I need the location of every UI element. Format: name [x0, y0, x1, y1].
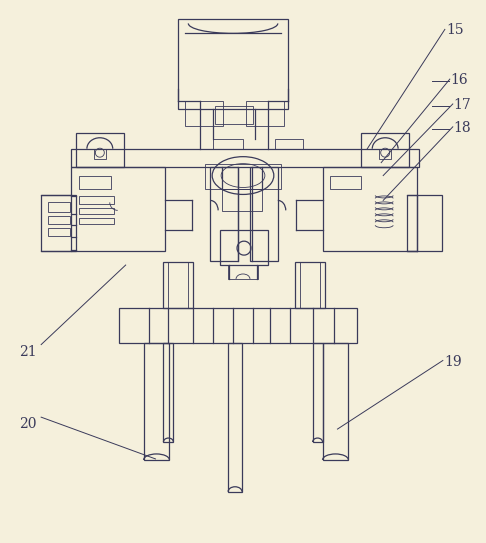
Bar [379, 149, 391, 159]
Bar [143, 343, 170, 460]
Text: 20: 20 [19, 417, 37, 431]
Bar [228, 343, 242, 492]
Bar [205, 163, 281, 190]
Bar [169, 262, 188, 308]
Bar [48, 203, 70, 212]
Bar [213, 139, 243, 149]
Bar [312, 343, 323, 442]
Bar [48, 216, 70, 224]
Bar [178, 20, 288, 109]
Text: 15: 15 [446, 23, 464, 37]
Bar [79, 197, 114, 204]
Bar [323, 343, 348, 460]
Bar [215, 106, 253, 124]
Bar [275, 139, 303, 149]
Bar [76, 133, 123, 167]
Bar [79, 218, 114, 224]
Bar [300, 262, 320, 308]
Bar [220, 230, 268, 265]
Bar [163, 262, 193, 308]
Text: 21: 21 [19, 345, 37, 358]
Bar [163, 343, 174, 442]
Bar [295, 262, 325, 308]
Bar [94, 149, 106, 159]
Text: 17: 17 [454, 98, 471, 112]
Bar [41, 195, 76, 251]
Bar [407, 195, 442, 251]
Bar [228, 265, 258, 279]
Bar [185, 101, 223, 126]
Bar [323, 167, 417, 251]
Bar [119, 308, 357, 343]
Text: 18: 18 [454, 121, 471, 135]
Bar [246, 101, 284, 126]
Bar [71, 149, 419, 167]
Bar [71, 167, 165, 251]
Bar [79, 175, 111, 190]
Text: 16: 16 [451, 73, 469, 87]
Bar [222, 190, 262, 211]
Bar [48, 228, 70, 236]
Bar [79, 209, 114, 214]
Bar [250, 167, 278, 261]
Bar [361, 133, 409, 167]
Bar [330, 175, 361, 190]
Bar [210, 167, 238, 261]
Text: 19: 19 [444, 355, 462, 369]
